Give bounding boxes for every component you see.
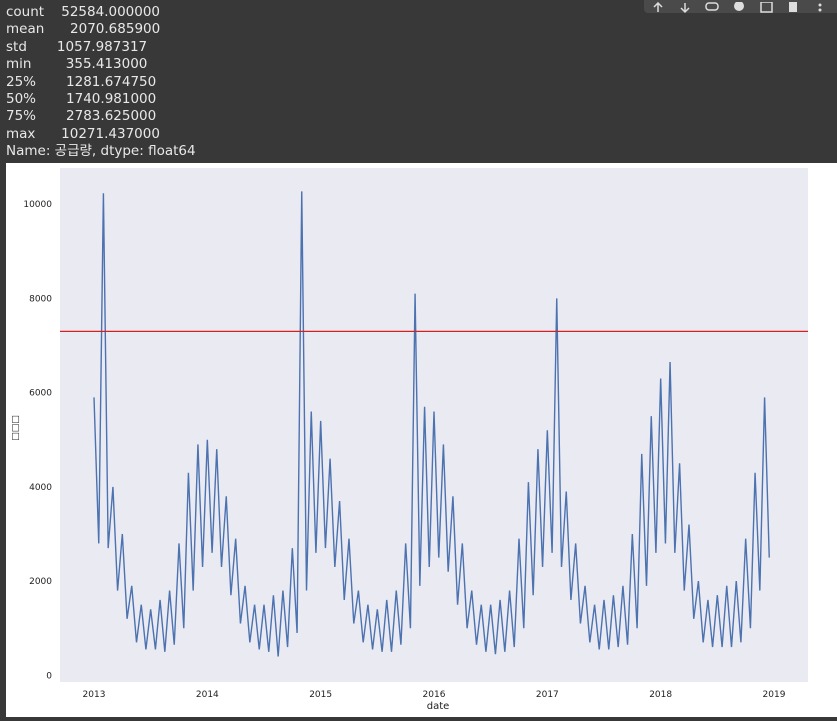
- output-text: count 52584.000000 mean 2070.685900 std 10…: [6, 4, 196, 161]
- y-axis-label: □□□: [11, 415, 21, 441]
- settings-icon[interactable]: [734, 1, 744, 11]
- output-line: count 52584.000000: [6, 4, 161, 20]
- output-line: max 10271.437000: [6, 125, 160, 142]
- more-icon-dot: [818, 8, 822, 12]
- output-line: mean 2070.685900: [6, 21, 161, 38]
- x-tick-label: 2019: [763, 690, 786, 700]
- x-tick-label: 2017: [536, 690, 559, 700]
- x-tick-label: 2013: [83, 690, 106, 700]
- toolbar-icons: [653, 1, 822, 14]
- y-tick-label: 0: [46, 671, 52, 681]
- chart: date □□□ 0 2000 4000 6000 8000 10000 2013 2014 2…: [11, 168, 808, 712]
- data-line: [93, 191, 770, 657]
- y-tick-label: 4000: [29, 483, 52, 493]
- move-up-icon[interactable]: [653, 1, 663, 12]
- x-tick-label: 2016: [423, 690, 446, 700]
- x-tick-label: 2014: [196, 690, 219, 700]
- y-tick-label: 6000: [29, 389, 52, 399]
- y-tick-label: 2000: [29, 577, 52, 587]
- mirror-icon[interactable]: [760, 1, 773, 13]
- more-icon[interactable]: [818, 3, 822, 7]
- output-line: min 355.413000: [6, 56, 148, 73]
- x-tick-label: 2015: [309, 690, 332, 700]
- output-line: 50% 1740.981000: [6, 91, 157, 108]
- x-tick-label: 2018: [649, 690, 672, 700]
- plot-output: date □□□ 0 2000 4000 6000 8000 10000 2013 2014 2…: [6, 163, 837, 717]
- y-tick-label: 10000: [23, 200, 52, 210]
- x-axis-label: date: [427, 701, 450, 712]
- move-down-icon[interactable]: [680, 3, 690, 14]
- cell-toolbar: [644, 0, 837, 14]
- output-line: 25% 1281.674750: [6, 73, 157, 90]
- output-line: std 1057.987317: [6, 38, 148, 55]
- output-line: 75% 2783.625000: [6, 108, 157, 125]
- output-line: Name: 공급량, dtype: float64: [6, 143, 196, 160]
- y-tick-label: 8000: [29, 294, 52, 304]
- link-icon[interactable]: [705, 2, 719, 11]
- delete-icon[interactable]: [789, 2, 797, 12]
